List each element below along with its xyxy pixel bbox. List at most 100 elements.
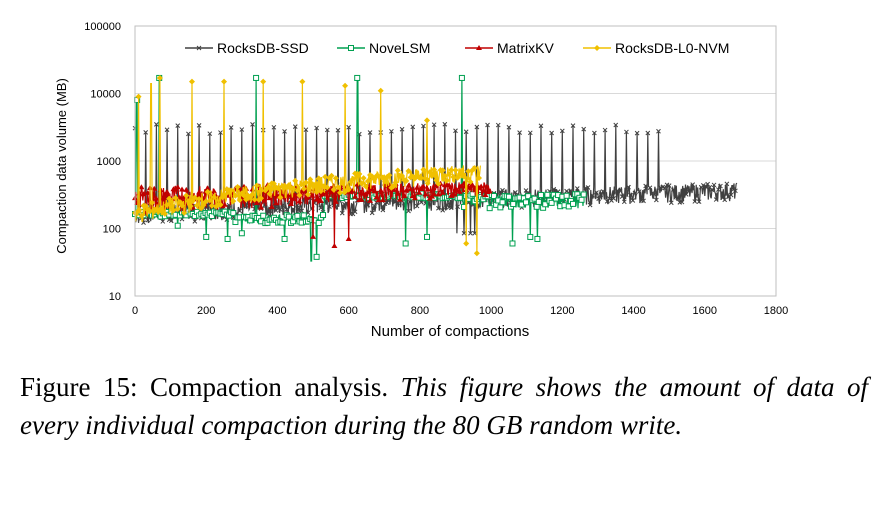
data-point <box>416 189 423 195</box>
data-point <box>142 203 149 210</box>
data-point <box>249 191 256 198</box>
data-point <box>251 196 258 203</box>
data-point <box>490 193 497 200</box>
data-point <box>285 192 292 198</box>
data-point <box>185 198 192 205</box>
data-point <box>461 173 468 180</box>
x-tick-label: 0 <box>132 305 138 317</box>
data-point <box>517 130 522 135</box>
data-point <box>384 200 390 206</box>
data-point <box>302 179 309 186</box>
series-rocksdb-l0-nvm <box>132 74 483 257</box>
x-axis-title: Number of compactions <box>371 323 529 340</box>
data-point <box>237 208 243 214</box>
data-point <box>692 199 698 204</box>
data-point <box>324 127 330 133</box>
data-point <box>260 78 267 85</box>
data-point <box>161 210 168 217</box>
data-point <box>253 74 260 81</box>
data-point <box>371 188 378 194</box>
data-point <box>310 233 317 239</box>
data-point <box>613 122 619 128</box>
data-point <box>426 169 433 176</box>
data-point <box>206 197 213 204</box>
data-point <box>420 166 427 173</box>
data-point <box>228 125 234 130</box>
data-point <box>339 210 345 216</box>
data-point <box>266 195 273 201</box>
data-point <box>626 184 631 190</box>
data-point <box>476 174 483 181</box>
data-point <box>218 130 223 135</box>
data-point <box>448 167 455 174</box>
data-point <box>266 190 273 197</box>
data-point <box>328 172 335 179</box>
data-point <box>621 199 627 205</box>
data-point <box>407 186 414 192</box>
data-point <box>402 240 409 247</box>
x-tick-label: 1400 <box>621 305 645 317</box>
data-point <box>367 130 373 135</box>
x-tick-labels: 0 200 400 600 800 1000 1200 1400 1600 1800 <box>132 305 788 317</box>
data-point <box>456 194 463 201</box>
data-point <box>135 93 142 100</box>
data-point <box>463 240 470 247</box>
data-point <box>145 217 151 223</box>
data-point <box>328 188 335 194</box>
data-point <box>258 204 265 210</box>
data-point <box>469 182 476 188</box>
data-point <box>168 199 175 206</box>
data-point <box>174 184 181 190</box>
data-point <box>375 173 382 180</box>
data-point <box>307 176 314 183</box>
plot-border <box>134 25 777 297</box>
data-point <box>453 128 458 134</box>
data-point <box>431 166 438 173</box>
legend-item: RocksDB-SSD <box>185 40 309 56</box>
data-point <box>486 205 493 212</box>
data-point <box>499 199 506 206</box>
data-point <box>696 199 702 205</box>
data-point <box>138 184 145 190</box>
data-point <box>294 187 301 194</box>
data-point <box>168 218 174 224</box>
data-point <box>232 192 239 199</box>
data-point <box>354 74 361 81</box>
data-point <box>282 128 287 134</box>
data-point <box>290 209 296 214</box>
data-point <box>724 181 730 187</box>
data-point <box>580 191 587 198</box>
data-point <box>258 195 265 202</box>
data-point <box>196 123 202 128</box>
data-point <box>662 185 668 191</box>
series-layer <box>132 74 738 262</box>
data-point <box>260 212 267 219</box>
data-point <box>292 192 299 198</box>
legend-swatch-marker <box>348 45 354 51</box>
legend-swatch-marker <box>196 45 202 51</box>
data-point <box>602 127 608 133</box>
data-point <box>300 212 307 219</box>
data-point <box>405 167 412 174</box>
data-point <box>439 189 446 195</box>
data-point <box>234 183 241 190</box>
data-point <box>309 192 316 198</box>
data-point <box>332 175 339 182</box>
data-point <box>589 192 595 198</box>
legend-swatch-marker <box>476 45 482 50</box>
data-point <box>443 177 450 184</box>
data-point <box>422 175 429 182</box>
data-point <box>480 187 487 193</box>
data-point <box>217 201 224 208</box>
data-point <box>164 189 171 195</box>
data-point <box>250 122 255 127</box>
data-point <box>403 177 410 184</box>
data-point <box>474 124 480 130</box>
data-point <box>600 189 606 194</box>
data-point <box>181 209 188 216</box>
data-point <box>611 196 616 201</box>
data-point <box>401 192 408 198</box>
data-point <box>578 196 585 203</box>
y-tick-label: 100 <box>103 224 121 236</box>
data-point <box>392 179 399 186</box>
